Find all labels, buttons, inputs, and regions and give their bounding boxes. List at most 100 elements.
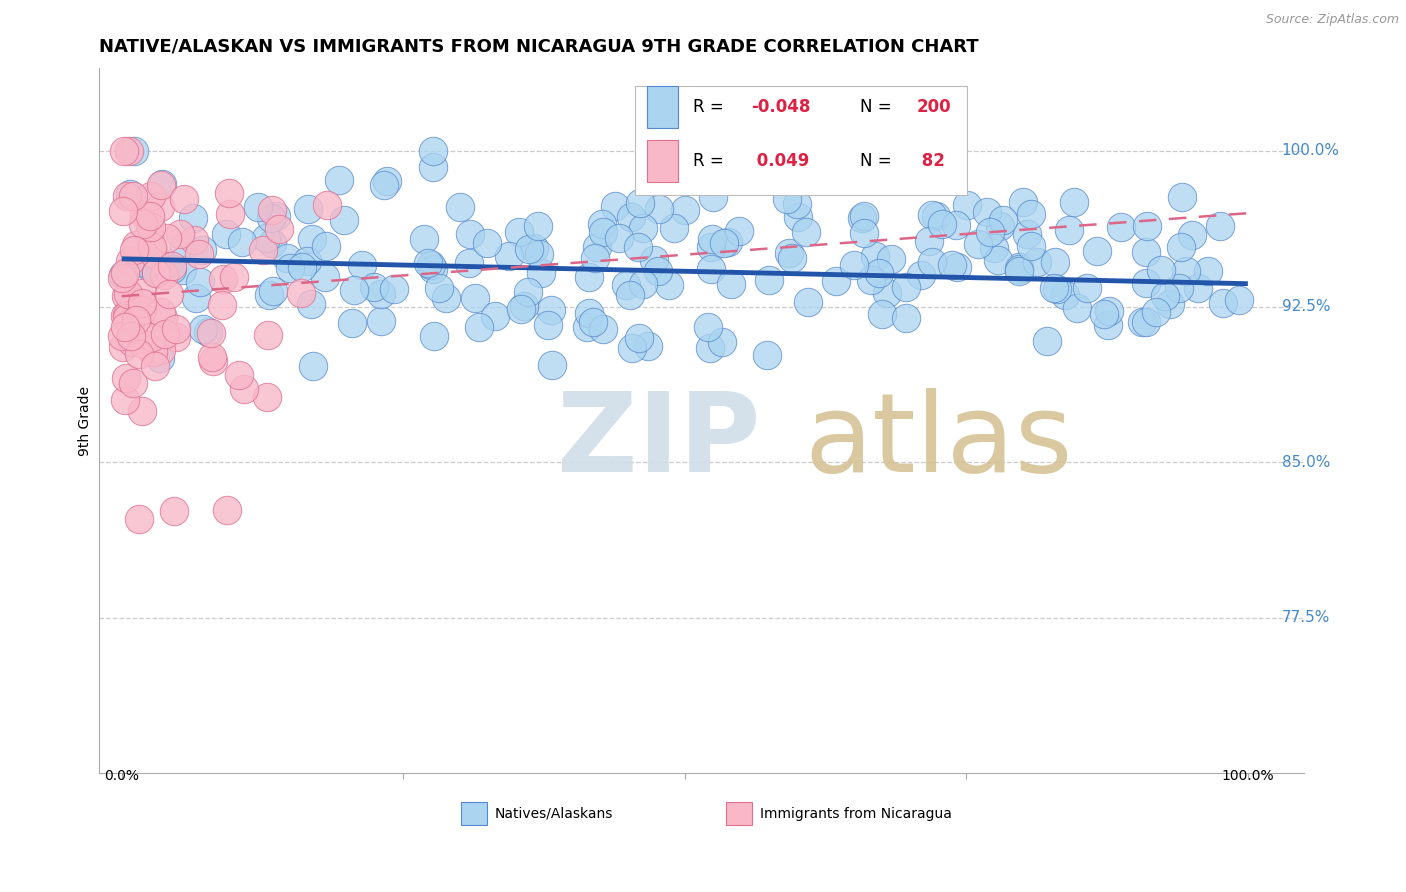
Point [214,227,236,241]
Point [211,272,233,286]
Point [540,302,562,317]
Text: 100.0%: 100.0% [1282,144,1340,159]
Point [921,208,943,222]
Point [160,260,183,274]
Point [967,236,990,251]
Point [758,273,780,287]
Point [132,337,155,351]
Point [422,261,444,276]
Point [510,302,533,317]
Point [675,169,697,183]
Point [139,233,162,247]
Point [586,240,609,254]
Text: ZIP: ZIP [557,388,761,495]
Point [730,169,752,184]
Point [200,326,222,340]
Text: R =: R = [693,98,724,116]
Point [297,202,319,216]
Point [141,345,163,359]
Text: Natives/Alaskans: Natives/Alaskans [495,806,613,821]
Point [228,368,250,382]
Point [202,354,225,368]
Point [1046,282,1069,296]
Point [118,253,141,268]
Point [155,231,177,245]
Point [607,231,630,245]
Point [578,306,600,320]
Point [1008,264,1031,278]
Point [880,252,903,266]
Point [150,343,173,357]
Point [987,253,1010,268]
Point [527,247,550,261]
Point [370,314,392,328]
Point [1144,305,1167,319]
Point [218,186,240,201]
Point [316,198,339,212]
Point [699,341,721,355]
Point [1021,239,1043,253]
Point [786,197,808,211]
Point [299,297,322,311]
Point [328,172,350,186]
Point [1187,281,1209,295]
Point [139,220,162,235]
Point [118,144,141,158]
Point [141,330,163,344]
Point [1150,263,1173,277]
Point [720,277,742,291]
Point [664,220,686,235]
Point [301,359,323,373]
Point [710,334,733,349]
Bar [725,802,752,825]
Point [513,299,536,313]
Point [643,252,665,267]
Point [991,212,1014,227]
Text: 0.0%: 0.0% [104,769,139,783]
Point [1175,264,1198,278]
Point [1136,219,1159,233]
Point [853,227,876,241]
Point [713,236,735,251]
Point [427,281,450,295]
Point [702,190,724,204]
Point [200,351,222,365]
Point [278,260,301,275]
Point [979,225,1001,239]
Point [541,359,564,373]
Point [825,274,848,288]
Point [252,243,274,257]
Point [143,247,166,261]
Point [131,404,153,418]
Point [1170,240,1192,254]
Point [842,258,865,272]
Point [256,390,278,404]
Point [1076,281,1098,295]
Point [1063,195,1085,210]
Point [941,259,963,273]
Point [165,330,187,344]
Point [191,322,214,336]
Point [1135,245,1157,260]
Point [122,376,145,390]
Bar [461,802,488,825]
Point [165,322,187,336]
Point [896,310,918,325]
Point [170,262,193,277]
Point [188,247,211,261]
Point [143,359,166,373]
Point [291,260,314,274]
Point [222,270,245,285]
Point [231,235,253,249]
Point [699,261,721,276]
Point [637,338,659,352]
Point [138,227,160,241]
Point [136,257,159,271]
Point [797,295,820,310]
Point [350,258,373,272]
Point [121,334,143,349]
Point [946,260,969,274]
Point [370,287,392,301]
Point [134,207,156,221]
Point [1015,227,1038,242]
